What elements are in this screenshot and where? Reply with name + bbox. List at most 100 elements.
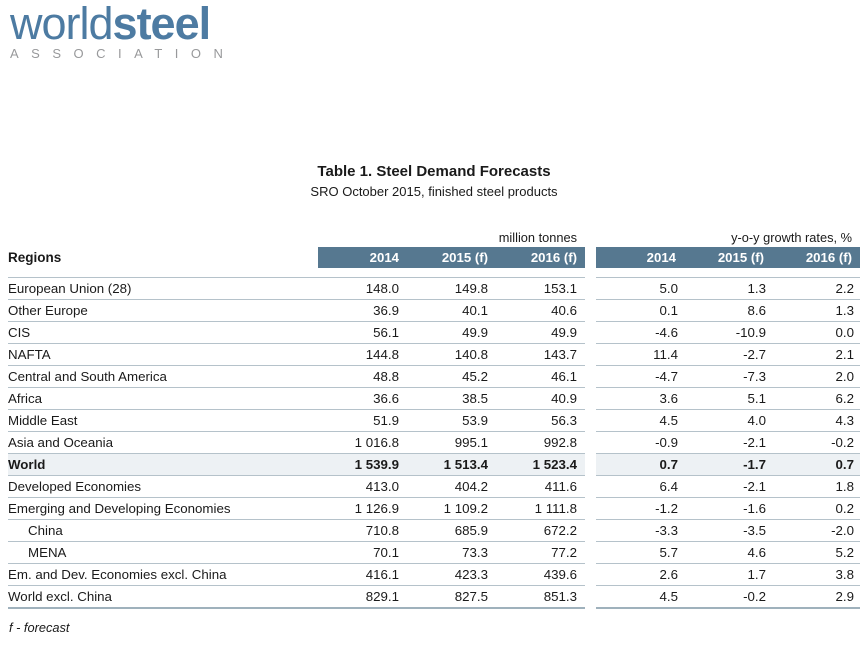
tonnes-2016f-value: 851.3: [496, 585, 585, 609]
table-row: Other Europe 36.9 40.1 40.6 0.1 8.6 1.3: [8, 299, 860, 322]
column-group-gap: [585, 365, 596, 388]
column-group-gap: [585, 475, 596, 498]
growth-2016f-value: 1.8: [772, 475, 860, 498]
tonnes-2015f-value: 38.5: [407, 387, 496, 410]
growth-2014-value: 4.5: [596, 409, 684, 432]
growth-2016f-value: 6.2: [772, 387, 860, 410]
tonnes-2015f-value: 40.1: [407, 299, 496, 322]
column-group-gap: [585, 497, 596, 520]
table-row: Middle East 51.9 53.9 56.3 4.5 4.0 4.3: [8, 409, 860, 432]
growth-2014-value: 4.5: [596, 585, 684, 609]
growth-2016f-value: 0.2: [772, 497, 860, 520]
column-group-gap: [585, 563, 596, 586]
tonnes-2015f-value: 827.5: [407, 585, 496, 609]
table-row: Asia and Oceania 1 016.8 995.1 992.8 -0.…: [8, 431, 860, 454]
tonnes-2016f-value: 439.6: [496, 563, 585, 586]
growth-2016f-value: 2.9: [772, 585, 860, 609]
forecast-footnote: f - forecast: [9, 620, 70, 635]
table-row: MENA 70.1 73.3 77.2 5.7 4.6 5.2: [8, 541, 860, 564]
header-growth-2015f: 2015 (f): [684, 247, 772, 268]
table-subtitle: SRO October 2015, finished steel product…: [310, 184, 558, 199]
growth-2016f-value: 0.0: [772, 321, 860, 344]
growth-2015f-value: -1.7: [684, 453, 772, 476]
logo-word-steel: steel: [112, 0, 212, 49]
growth-2016f-value: -0.2: [772, 431, 860, 454]
region-name: Other Europe: [8, 299, 318, 322]
column-group-gap: [585, 224, 596, 247]
growth-2015f-value: -7.3: [684, 365, 772, 388]
logo-wordmark: worldsteel: [10, 1, 235, 46]
region-name: MENA: [8, 541, 318, 564]
column-group-gap: [585, 519, 596, 542]
column-group-gap: [585, 431, 596, 454]
growth-2015f-value: -3.5: [684, 519, 772, 542]
table-body: European Union (28) 148.0 149.8 153.1 5.…: [8, 277, 860, 609]
table-title: Table 1. Steel Demand Forecasts: [317, 163, 551, 180]
table-row: Emerging and Developing Economies 1 126.…: [8, 497, 860, 520]
tonnes-2015f-value: 45.2: [407, 365, 496, 388]
tonnes-2016f-value: 992.8: [496, 431, 585, 454]
unit-label-tonnes: million tonnes: [498, 230, 577, 245]
region-name: Developed Economies: [8, 475, 318, 498]
growth-2016f-value: 2.1: [772, 343, 860, 366]
worldsteel-logo: worldsteel ASSOCIATION: [10, 1, 236, 61]
growth-2014-value: 3.6: [596, 387, 684, 410]
column-group-gap: [585, 321, 596, 344]
region-name: Central and South America: [8, 365, 318, 388]
tonnes-2016f-value: 1 523.4: [496, 453, 585, 476]
header-tonnes-2014: 2014: [318, 247, 407, 268]
column-group-gap: [585, 387, 596, 410]
header-growth-2016f: 2016 (f): [772, 247, 860, 268]
tonnes-2016f-value: 49.9: [496, 321, 585, 344]
table-row: Em. and Dev. Economies excl. China 416.1…: [8, 563, 860, 586]
tonnes-2016f-value: 40.9: [496, 387, 585, 410]
tonnes-2014-value: 710.8: [318, 519, 407, 542]
growth-2015f-value: 8.6: [684, 299, 772, 322]
growth-2015f-value: 4.6: [684, 541, 772, 564]
tonnes-2015f-value: 404.2: [407, 475, 496, 498]
tonnes-2014-value: 1 126.9: [318, 497, 407, 520]
tonnes-2016f-value: 40.6: [496, 299, 585, 322]
table-row: Developed Economies 413.0 404.2 411.6 6.…: [8, 475, 860, 498]
table-row: China 710.8 685.9 672.2 -3.3 -3.5 -2.0: [8, 519, 860, 542]
growth-2015f-value: 4.0: [684, 409, 772, 432]
tonnes-2015f-value: 49.9: [407, 321, 496, 344]
growth-2015f-value: -0.2: [684, 585, 772, 609]
growth-2016f-value: 2.2: [772, 277, 860, 300]
column-group-gap: [585, 343, 596, 366]
tonnes-2014-value: 51.9: [318, 409, 407, 432]
region-name: World: [8, 453, 318, 476]
tonnes-2014-value: 416.1: [318, 563, 407, 586]
table-row: CIS 56.1 49.9 49.9 -4.6 -10.9 0.0: [8, 321, 860, 344]
tonnes-2014-value: 1 539.9: [318, 453, 407, 476]
tonnes-2015f-value: 1 109.2: [407, 497, 496, 520]
growth-2014-value: -1.2: [596, 497, 684, 520]
unit-label-growth: y-o-y growth rates, %: [731, 230, 852, 245]
growth-2014-value: 5.0: [596, 277, 684, 300]
growth-2015f-value: 1.3: [684, 277, 772, 300]
title-block: Table 1. Steel Demand Forecasts SRO Octo…: [8, 162, 860, 200]
growth-2014-value: 0.7: [596, 453, 684, 476]
header-tonnes-2016f: 2016 (f): [496, 247, 585, 268]
header-tonnes-2015f: 2015 (f): [407, 247, 496, 268]
logo-association-text: ASSOCIATION: [10, 46, 236, 61]
tonnes-2014-value: 48.8: [318, 365, 407, 388]
table-row: Africa 36.6 38.5 40.9 3.6 5.1 6.2: [8, 387, 860, 410]
tonnes-2015f-value: 423.3: [407, 563, 496, 586]
column-group-gap: [585, 585, 596, 608]
growth-2016f-value: 0.7: [772, 453, 860, 476]
year-header-row: Regions 2014 2015 (f) 2016 (f) 2014 2015…: [8, 247, 860, 268]
unit-label-spacer: [8, 224, 318, 247]
growth-2015f-value: -2.1: [684, 431, 772, 454]
tonnes-2016f-value: 1 111.8: [496, 497, 585, 520]
growth-2014-value: -4.7: [596, 365, 684, 388]
growth-2014-value: 11.4: [596, 343, 684, 366]
column-group-gap: [585, 277, 596, 300]
tonnes-2016f-value: 672.2: [496, 519, 585, 542]
region-name: European Union (28): [8, 277, 318, 300]
region-name: Em. and Dev. Economies excl. China: [8, 563, 318, 586]
column-group-gap: [585, 299, 596, 322]
table-row: World 1 539.9 1 513.4 1 523.4 0.7 -1.7 0…: [8, 453, 860, 476]
steel-demand-table-container: million tonnes y-o-y growth rates, % Reg…: [8, 224, 860, 609]
region-name: Middle East: [8, 409, 318, 432]
